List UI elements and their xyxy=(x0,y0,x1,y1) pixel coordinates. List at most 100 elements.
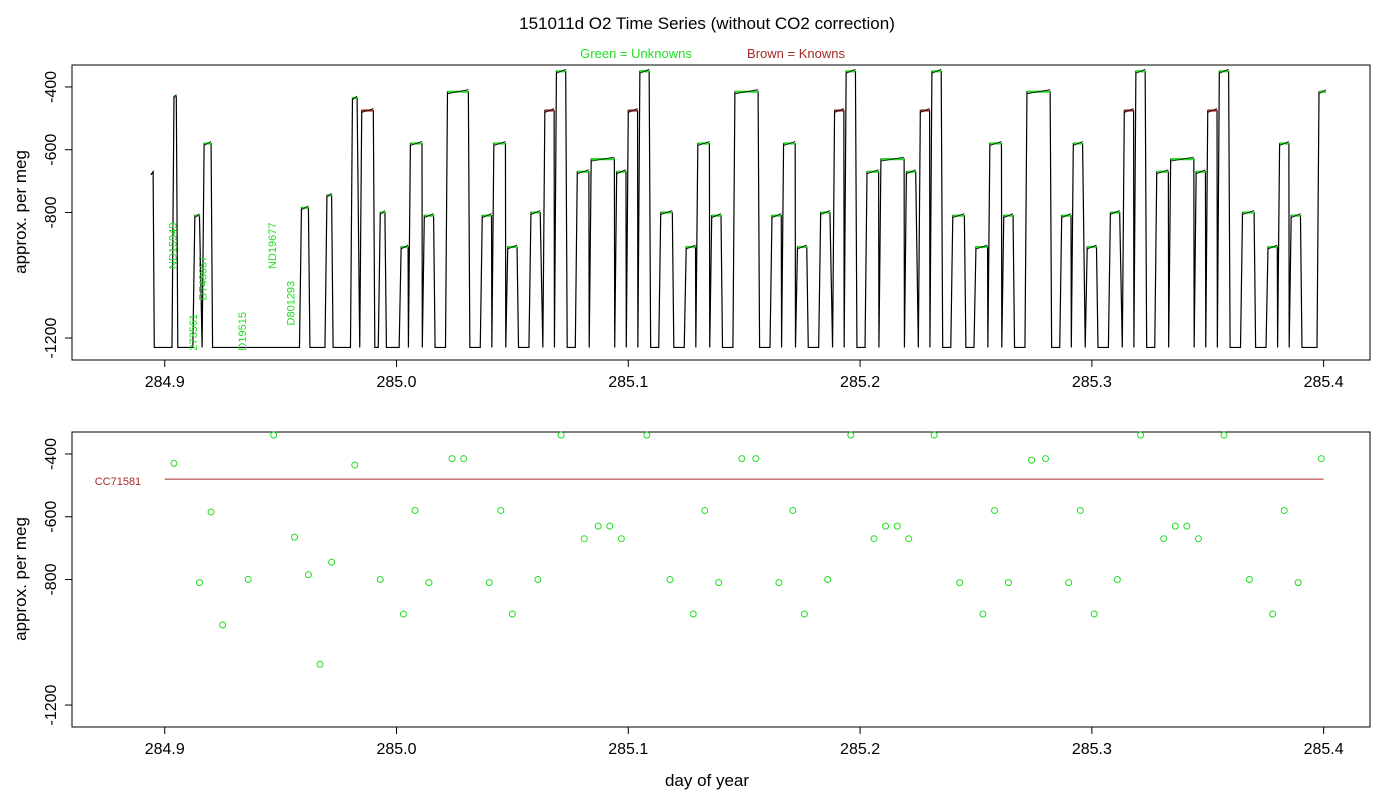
plateau-noise xyxy=(846,68,856,74)
plateau-noise xyxy=(834,108,845,113)
top-x-tick-label: 285.2 xyxy=(840,374,880,391)
sample-id-label: D19515 xyxy=(237,312,249,351)
unknown-data-point xyxy=(291,533,299,541)
unknown-data-point xyxy=(508,610,516,618)
plateau-noise xyxy=(530,210,541,215)
bottom-points xyxy=(170,431,1325,668)
unknown-data-point xyxy=(460,455,468,463)
unknown-data-point xyxy=(666,576,674,583)
o2-trace-line xyxy=(150,70,1326,349)
unknown-data-point xyxy=(606,522,614,530)
plateau-noise xyxy=(931,68,942,74)
legend-unknowns: Green = Unknowns xyxy=(580,46,692,61)
unknown-data-point xyxy=(824,576,832,583)
unknown-data-point xyxy=(485,579,493,587)
plateau-noise xyxy=(1087,244,1097,250)
plateau-noise xyxy=(1003,213,1014,219)
unknown-data-point xyxy=(752,455,760,463)
plateau-noise xyxy=(482,213,492,219)
unknown-data-point xyxy=(207,508,215,516)
unknown-data-point xyxy=(351,461,359,469)
unknown-data-point xyxy=(893,522,901,530)
unknown-data-point xyxy=(715,579,723,587)
unknown-data-point xyxy=(1065,579,1073,587)
plateau-noise xyxy=(1124,108,1134,113)
unknown-data-point xyxy=(956,579,964,587)
plateau-noise xyxy=(1061,213,1072,219)
unknown-data-point xyxy=(1042,455,1049,463)
plateau-noise xyxy=(326,192,332,198)
plateau-noise xyxy=(1318,89,1327,95)
plateau-noise xyxy=(1196,169,1206,175)
bottom-y-tick-label: -600 xyxy=(43,501,60,533)
top-x-tick-label: 285.4 xyxy=(1304,374,1344,391)
bottom-panel: approx. per meg day of year 284.9 285.0 28… xyxy=(11,431,1371,790)
top-x-tick-label: 285.3 xyxy=(1072,374,1112,391)
unknown-data-point xyxy=(789,506,797,514)
plateau-noise xyxy=(797,244,807,250)
unknown-data-point xyxy=(244,576,252,583)
bottom-axes: 284.9 285.0 285.1 285.2 285.3 285.4 -400 -600 -8… xyxy=(43,438,1344,758)
unknown-data-point xyxy=(411,506,419,514)
top-x-tick-label: 285.1 xyxy=(608,374,648,391)
plateau-noise xyxy=(880,156,905,162)
unknown-data-point xyxy=(270,431,278,439)
unknown-data-point xyxy=(1280,506,1288,514)
unknown-data-point xyxy=(170,459,178,467)
plateau-noise xyxy=(1073,141,1083,146)
bottom-y-tick-label: -400 xyxy=(43,438,60,470)
unknown-data-point xyxy=(1004,579,1012,587)
unknown-data-point xyxy=(594,522,602,530)
unknown-data-point xyxy=(448,455,456,463)
plateau-noise xyxy=(906,169,916,175)
plateau-noise xyxy=(1267,244,1278,250)
unknown-data-point xyxy=(425,579,433,587)
unknown-data-point xyxy=(1245,576,1253,583)
plateau-noise xyxy=(1291,213,1301,219)
unknown-data-point xyxy=(847,431,855,439)
bottom-known-line: CC71581 xyxy=(95,476,1324,488)
unknown-data-point xyxy=(497,506,505,514)
top-y-tick-label: -600 xyxy=(43,134,60,166)
unknown-data-point xyxy=(1171,522,1179,530)
sample-id-label: 273561 xyxy=(188,314,200,351)
plateau-noise xyxy=(771,213,782,219)
unknown-data-point xyxy=(1294,579,1302,587)
plateau-noise xyxy=(203,141,212,146)
unknown-data-point xyxy=(219,621,227,629)
plateau-noise xyxy=(352,95,358,101)
unknown-data-point xyxy=(1269,610,1277,618)
plateau-noise xyxy=(686,244,696,250)
bottom-y-tick-label: -800 xyxy=(43,563,60,595)
unknown-data-point xyxy=(800,610,808,618)
plateau-noise xyxy=(544,108,555,113)
unknown-data-point xyxy=(870,535,878,543)
plateau-noise xyxy=(591,156,615,162)
unknown-data-point xyxy=(775,579,783,587)
plateau-noise xyxy=(697,141,710,146)
plateau-noise xyxy=(1219,68,1229,74)
bottom-y-tick-label: -1200 xyxy=(43,684,60,725)
plateau-noise xyxy=(301,205,309,211)
bottom-x-tick-label: 285.4 xyxy=(1304,741,1344,758)
plateau-noise xyxy=(1026,89,1051,95)
plateau-noise xyxy=(711,213,722,219)
plateau-noise xyxy=(1110,210,1120,215)
unknown-data-point xyxy=(534,576,542,583)
unknown-data-point xyxy=(1137,431,1145,439)
unknown-data-point xyxy=(701,506,709,514)
bottom-x-tick-label: 285.0 xyxy=(376,741,416,758)
unknown-data-point xyxy=(1183,522,1191,530)
plateau-noise xyxy=(380,210,386,215)
unknown-data-point xyxy=(399,610,407,618)
plateau-noise xyxy=(989,141,1002,146)
plateau-noise xyxy=(400,244,409,250)
plateau-noise xyxy=(639,68,650,74)
plateau-noise xyxy=(1242,210,1255,215)
plateau-noise xyxy=(194,213,200,218)
bottom-plot-frame xyxy=(71,431,1371,728)
plateau-noise xyxy=(410,141,423,146)
plateau-noise xyxy=(577,169,590,175)
top-x-tick-label: 284.9 xyxy=(145,374,185,391)
plateau-noise xyxy=(361,108,374,113)
